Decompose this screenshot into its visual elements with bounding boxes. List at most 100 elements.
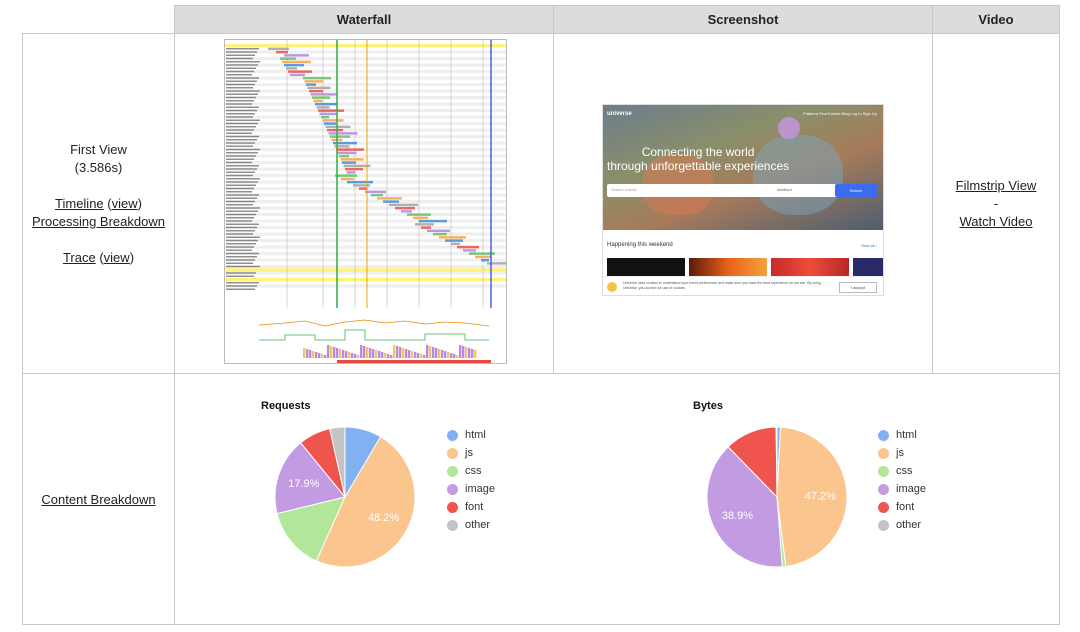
legend-item-css: css bbox=[447, 465, 482, 477]
cookie-accept-button[interactable]: I accept bbox=[839, 282, 877, 293]
event-card[interactable] bbox=[607, 258, 685, 276]
legend-swatch bbox=[878, 429, 889, 441]
waterfall-row bbox=[225, 203, 506, 207]
waterfall-request-bar bbox=[286, 67, 297, 70]
waterfall-row bbox=[225, 109, 506, 113]
pie-slice-other[interactable] bbox=[775, 426, 778, 498]
event-card[interactable] bbox=[853, 258, 883, 276]
content-breakdown-link[interactable]: Content Breakdown bbox=[41, 491, 156, 507]
timeline-view-link[interactable]: view bbox=[111, 195, 138, 211]
waterfall-row bbox=[225, 229, 506, 233]
waterfall-url-label bbox=[226, 103, 252, 105]
waterfall-request-bar bbox=[359, 187, 367, 190]
waterfall-row bbox=[225, 177, 506, 181]
timeline-link[interactable]: Timeline bbox=[55, 195, 104, 211]
main-thread-bar bbox=[405, 349, 408, 358]
waterfall-url-label bbox=[226, 230, 255, 232]
waterfall-url-label bbox=[226, 119, 260, 121]
corner-cell bbox=[22, 5, 175, 34]
waterfall-url-label bbox=[226, 288, 255, 290]
legend-label: html bbox=[465, 429, 486, 441]
legend-swatch bbox=[447, 483, 458, 495]
pie-slice-image[interactable] bbox=[706, 446, 783, 568]
processing-breakdown-link[interactable]: Processing Breakdown bbox=[32, 213, 165, 229]
waterfall-url-label bbox=[226, 236, 260, 238]
legend-item-image: image bbox=[447, 483, 495, 495]
waterfall-url-label bbox=[226, 122, 258, 125]
waterfall-request-bar bbox=[313, 99, 323, 103]
waterfall-url-label bbox=[226, 113, 255, 115]
waterfall-request-bar bbox=[337, 151, 357, 155]
waterfall-url-label bbox=[226, 282, 259, 284]
waterfall-row bbox=[225, 265, 506, 269]
waterfall-url-label bbox=[226, 148, 260, 151]
main-thread-bar bbox=[408, 350, 411, 358]
waterfall-request-bar bbox=[451, 242, 460, 246]
main-thread-bar bbox=[426, 345, 429, 358]
waterfall-row bbox=[225, 96, 506, 100]
legend-swatch bbox=[878, 465, 889, 477]
waterfall-row bbox=[225, 92, 506, 96]
pie-slice-js[interactable] bbox=[776, 426, 848, 568]
waterfall-request-bar bbox=[318, 109, 344, 112]
long-tasks-bar bbox=[337, 360, 491, 363]
waterfall-url-label bbox=[226, 96, 256, 99]
waterfall-row bbox=[225, 115, 506, 119]
waterfall-row bbox=[225, 53, 506, 57]
pie-slice-css[interactable] bbox=[276, 496, 346, 562]
screenshot-thumbnail[interactable]: universe Platform Find Events Blog Log I… bbox=[602, 104, 884, 296]
pie-slice-image[interactable] bbox=[274, 442, 346, 515]
waterfall-highlight bbox=[225, 44, 506, 48]
search-bar[interactable]: Search events Ashburn bbox=[607, 184, 839, 197]
waterfall-thumbnail[interactable] bbox=[224, 39, 507, 364]
waterfall-url-label bbox=[226, 220, 252, 222]
waterfall-request-bar bbox=[322, 119, 344, 122]
waterfall-row bbox=[225, 144, 506, 148]
main-thread-bar bbox=[432, 347, 435, 358]
legend-label: js bbox=[896, 447, 904, 459]
main-thread-bar bbox=[333, 347, 336, 358]
waterfall-url-label bbox=[226, 51, 257, 53]
pie-slice-js[interactable] bbox=[315, 436, 416, 568]
waterfall-row bbox=[225, 99, 506, 103]
trace-link[interactable]: Trace bbox=[62, 249, 96, 265]
main-thread-bar bbox=[336, 348, 339, 358]
pie-slice-other[interactable] bbox=[329, 426, 346, 498]
waterfall-request-bar bbox=[365, 190, 386, 194]
location-field[interactable]: Ashburn bbox=[777, 187, 792, 192]
waterfall-url-label bbox=[226, 152, 258, 154]
trace-view-link[interactable]: view bbox=[103, 249, 130, 265]
waterfall-request-bar bbox=[439, 236, 466, 239]
waterfall-url-label bbox=[226, 226, 257, 229]
waterfall-row bbox=[225, 76, 506, 80]
waterfall-request-bar bbox=[343, 164, 371, 168]
waterfall-row bbox=[225, 232, 506, 236]
pie-value-label: 38.9% bbox=[722, 510, 753, 522]
main-thread-bar bbox=[393, 345, 396, 358]
legend-swatch bbox=[447, 501, 458, 513]
view-all-link[interactable]: View all › bbox=[860, 243, 877, 248]
main-thread-bar bbox=[387, 354, 390, 358]
waterfall-row bbox=[225, 47, 506, 51]
search-input[interactable]: Search events bbox=[611, 187, 637, 192]
legend-label: css bbox=[465, 465, 482, 477]
filmstrip-view-link[interactable]: Filmstrip View bbox=[955, 177, 1037, 193]
event-card[interactable] bbox=[689, 258, 767, 276]
event-card[interactable] bbox=[771, 258, 849, 276]
watch-video-link[interactable]: Watch Video bbox=[959, 213, 1033, 229]
main-thread-bar bbox=[357, 355, 360, 358]
legend-item-js: js bbox=[447, 447, 473, 459]
main-thread-bar bbox=[306, 349, 309, 358]
legend-label: other bbox=[896, 519, 922, 531]
waterfall-request-bar bbox=[321, 115, 329, 119]
waterfall-url-label bbox=[226, 217, 254, 219]
search-button[interactable]: Search bbox=[835, 184, 877, 197]
waterfall-url-label bbox=[226, 171, 255, 173]
waterfall-request-bar bbox=[419, 219, 447, 223]
waterfall-url-label bbox=[226, 126, 256, 128]
waterfall-row bbox=[225, 167, 506, 171]
waterfall-row bbox=[225, 135, 506, 139]
waterfall-url-label bbox=[226, 57, 253, 60]
waterfall-url-label bbox=[226, 145, 253, 147]
waterfall-request-bar bbox=[475, 255, 492, 259]
